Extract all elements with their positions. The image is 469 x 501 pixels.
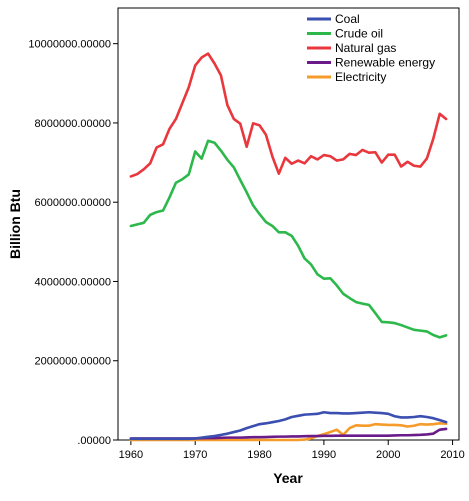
plot-frame [117,7,460,441]
y-tick-label: .00000 [77,435,111,447]
x-tick-label: 1980 [247,449,271,461]
x-tick-label: 2000 [376,449,400,461]
x-tick-label: 1990 [312,449,336,461]
x-axis-title: Year [273,470,303,486]
series-line-crude-oil [129,139,448,339]
legend-label-renewable-energy: Renewable energy [335,56,435,70]
y-tick-label: 10000000.00000 [28,39,111,51]
x-tick-label: 1960 [119,449,143,461]
legend-label-coal: Coal [335,12,360,26]
y-tick-label: 6000000.00000 [35,197,111,209]
x-axis: 1960 1970 1980 1990 2000 2010 [119,440,465,461]
legend-label-crude-oil: Crude oil [335,27,383,41]
x-tick-label: 2010 [440,449,464,461]
legend-label-natural-gas: Natural gas [335,41,396,55]
y-axis-title: Billion Btu [7,189,23,259]
y-tick-label: 4000000.00000 [35,276,111,288]
y-axis: .00000 2000000.00000 4000000.00000 6000000.… [28,39,118,447]
x-tick-label: 1970 [183,449,207,461]
legend-label-electricity: Electricity [335,70,386,84]
series-line-natural-gas [129,52,448,178]
y-tick-label: 2000000.00000 [35,356,111,368]
y-tick-label: 8000000.00000 [35,118,111,130]
series-lines [129,52,448,442]
series-line-coal [129,410,448,441]
